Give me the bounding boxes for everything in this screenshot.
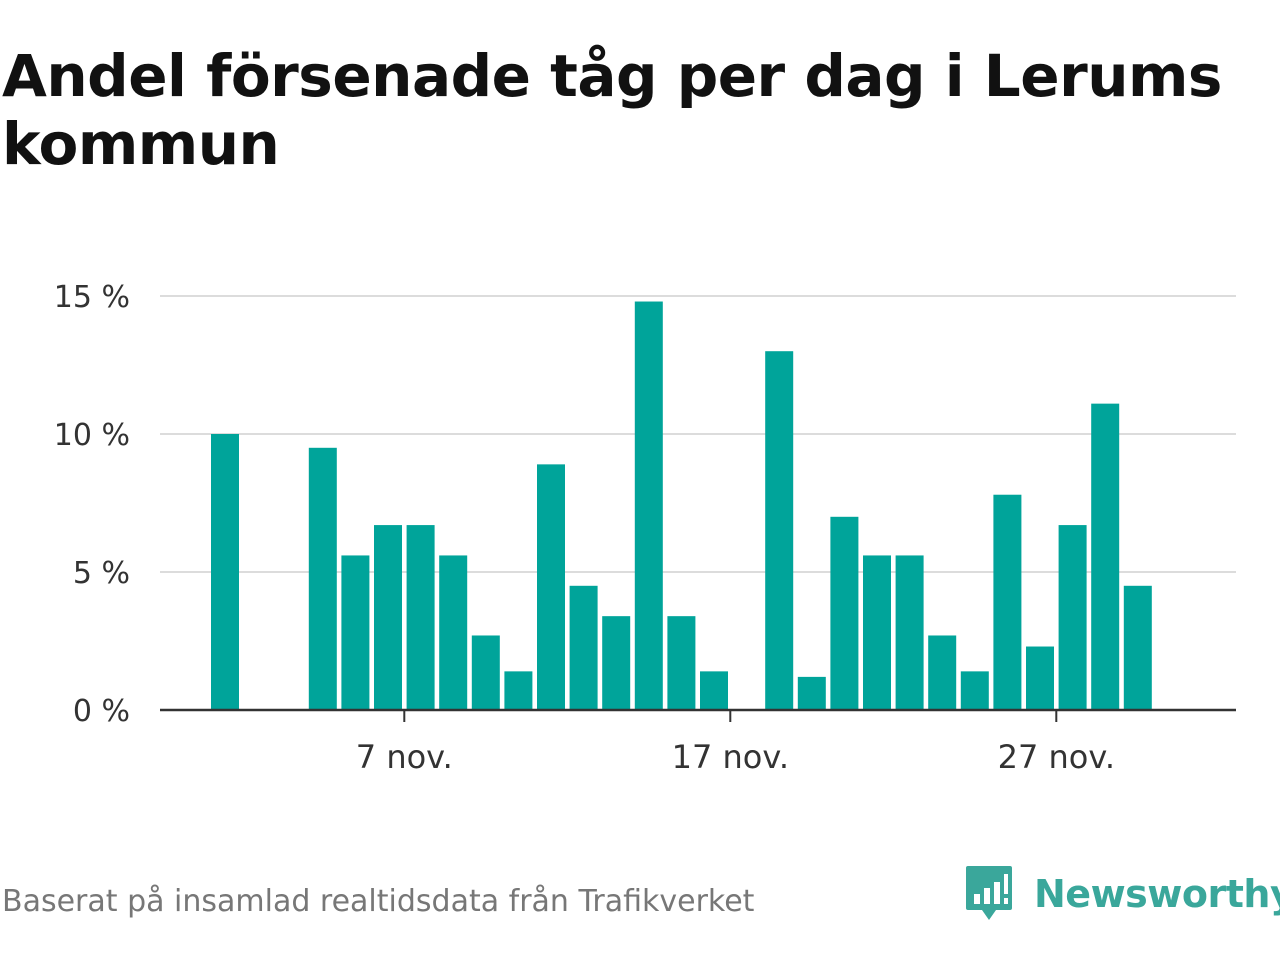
bar: [667, 616, 696, 710]
bar: [765, 351, 794, 710]
bar: [863, 555, 891, 710]
y-tick-label: 0 %: [73, 694, 130, 729]
bar: [308, 447, 337, 710]
bar: [569, 585, 598, 710]
bar: [602, 616, 631, 710]
bar: [1026, 646, 1054, 710]
bar: [1091, 403, 1120, 710]
x-tick-label: 27 nov.: [998, 738, 1115, 776]
brand-name: Newsworthy: [1034, 872, 1280, 916]
bars: [211, 301, 1152, 710]
x-tick-label: 7 nov.: [356, 738, 453, 776]
bar: [504, 671, 533, 710]
brand-logo: Newsworthy: [964, 864, 1280, 924]
bar: [341, 555, 370, 710]
bar: [634, 301, 663, 710]
x-tick-label: 17 nov.: [672, 738, 789, 776]
y-tick-label: 10 %: [54, 418, 130, 453]
bar: [439, 555, 468, 710]
bar: [406, 525, 435, 710]
bar: [1058, 525, 1087, 710]
bar: [830, 516, 859, 710]
bar: [700, 671, 728, 710]
x-axis: 7 nov. 17 nov. 27 nov.: [160, 708, 1236, 776]
y-tick-label: 5 %: [73, 556, 130, 591]
bar: [374, 525, 402, 710]
gridlines: [160, 295, 1236, 573]
bar: [797, 676, 826, 710]
newsworthy-logo-icon: [966, 866, 1012, 920]
chart-title: Andel försenade tåg per dag i Lerums kom…: [2, 42, 1222, 178]
bar: [960, 671, 989, 710]
bar: [1123, 585, 1152, 710]
bar: [928, 635, 957, 710]
y-axis-ticks: 0 % 5 % 10 % 15 %: [54, 280, 130, 729]
bar: [993, 494, 1022, 710]
bar: [895, 555, 924, 710]
source-note: Baserat på insamlad realtidsdata från Tr…: [2, 884, 755, 919]
bar: [211, 434, 239, 710]
bar: [537, 464, 565, 710]
y-tick-label: 15 %: [54, 280, 130, 315]
bar: [471, 635, 500, 710]
